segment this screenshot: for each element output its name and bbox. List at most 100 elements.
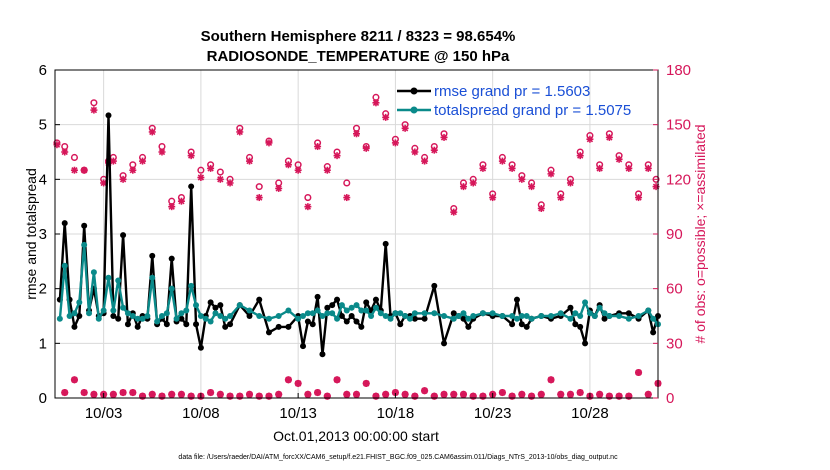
totalspread-point — [129, 313, 136, 319]
obs-assimilated-marker — [61, 148, 69, 156]
totalspread-point — [105, 274, 112, 281]
obs-assimilated-marker — [430, 146, 438, 154]
series-lines — [56, 112, 661, 358]
totalspread-point — [222, 315, 229, 322]
obs-assimilated-marker-low — [323, 392, 331, 400]
x-tick-label: 10/28 — [571, 405, 609, 422]
y-left-axis-ticks: 0 1 2 3 4 5 6 — [39, 62, 60, 407]
obs-assimilated-marker — [498, 157, 506, 165]
obs-assimilated-marker — [139, 157, 147, 165]
rmse-point — [124, 321, 131, 328]
totalspread-point — [406, 315, 413, 322]
totalspread-point — [460, 310, 467, 317]
obs-assimilated-marker — [537, 204, 545, 212]
rmse-point — [163, 321, 170, 328]
obs-assimilated-marker — [411, 148, 419, 156]
obs-assimilated-marker — [508, 164, 516, 172]
obs-assimilated-marker-low — [70, 376, 78, 384]
y-right-tick-label: 120 — [666, 171, 691, 188]
obs-assimilated-marker — [391, 139, 399, 147]
obs-assimilated-marker — [547, 170, 555, 178]
obs-assimilated-marker-low — [411, 392, 419, 400]
obs-assimilated-marker-low — [284, 376, 292, 384]
obs-assimilated-marker-low — [547, 376, 555, 384]
totalspread-point — [548, 313, 555, 319]
obs-assimilated-marker-low — [498, 389, 506, 397]
y-right-tick-label: 30 — [666, 335, 683, 352]
totalspread-point — [329, 310, 336, 317]
obs-assimilated-marker — [275, 184, 283, 192]
x-axis-label: Oct.01,2013 00:00:00 start — [273, 428, 439, 444]
obs-assimilated-marker-low — [177, 390, 185, 398]
totalspread-point — [499, 313, 506, 319]
obs-assimilated-marker — [343, 194, 351, 202]
rmse-point — [314, 293, 321, 300]
rmse-point — [217, 302, 224, 309]
rmse-point — [110, 313, 117, 319]
obs-assimilated-marker-low — [382, 390, 390, 398]
obs-assimilated-marker — [479, 164, 487, 172]
obs-assimilated-marker — [615, 155, 623, 163]
obs-assimilated-marker — [469, 179, 477, 187]
rmse-point — [577, 323, 584, 330]
rmse-point — [168, 255, 175, 262]
rmse-point — [149, 252, 156, 259]
totalspread-point — [353, 302, 360, 309]
rmse-point — [518, 321, 525, 328]
rmse-point — [61, 220, 68, 227]
obs-assimilated-marker-low — [187, 392, 195, 400]
totalspread-point — [304, 310, 311, 317]
totalspread-point — [124, 310, 131, 317]
rmse-point — [81, 222, 88, 229]
obs-assimilated-marker — [528, 183, 536, 191]
obs-assimilated-marker — [644, 164, 652, 172]
x-tick-label: 10/03 — [85, 405, 123, 422]
obs-assimilated-marker-low — [362, 379, 370, 387]
obs-assimilated-marker — [652, 183, 660, 191]
obs-assimilated-marker-low — [566, 390, 574, 398]
y-left-tick-label: 1 — [39, 335, 47, 352]
rmse-point — [329, 302, 336, 309]
totalspread-point — [606, 313, 613, 319]
rmse-point — [343, 318, 350, 325]
obs-assimilated-marker-low — [246, 390, 254, 398]
obs-assimilated-marker — [304, 203, 312, 211]
totalspread-point — [100, 307, 107, 314]
y-axis-label-left: rmse and totalspread — [23, 168, 39, 300]
obs-possible-marker — [90, 99, 98, 107]
totalspread-point — [81, 241, 88, 248]
obs-possible-marker — [168, 197, 176, 205]
obs-possible-marker — [275, 179, 283, 187]
totalspread-point — [61, 262, 68, 269]
obs-assimilated-marker — [421, 157, 429, 165]
totalspread-point — [197, 313, 204, 319]
obs-assimilated-marker — [148, 128, 156, 136]
totalspread-point — [227, 313, 234, 319]
totalspread-point — [523, 313, 530, 319]
obs-assimilated-marker-low — [343, 390, 351, 398]
x-axis-ticks: 10/03 10/08 10/13 10/18 10/23 10/28 — [85, 393, 609, 422]
obs-assimilated-marker-low — [226, 392, 234, 400]
totalspread-point — [66, 313, 73, 319]
obs-assimilated-marker — [53, 141, 61, 149]
obs-assimilated-marker-low — [615, 392, 623, 400]
totalspread-point — [295, 315, 302, 322]
obs-assimilated-marker — [401, 124, 409, 132]
totalspread-point — [314, 307, 321, 314]
totalspread-point — [625, 315, 632, 322]
obs-assimilated-marker — [109, 157, 117, 165]
totalspread-point — [392, 310, 399, 317]
legend: rmse grand pr = 1.5603 totalspread grand… — [397, 83, 631, 119]
obs-assimilated-marker-low — [148, 390, 156, 398]
rmse-point — [572, 321, 579, 328]
totalspread-point — [343, 307, 350, 314]
totalspread-point — [572, 310, 579, 317]
obs-assimilated-marker — [226, 179, 234, 187]
obs-possible-marker — [216, 168, 224, 176]
obs-assimilated-marker — [586, 135, 594, 143]
rmse-point — [650, 329, 657, 336]
totalspread-point — [591, 313, 598, 319]
y-left-tick-label: 6 — [39, 62, 47, 79]
obs-assimilated-marker-low — [596, 390, 604, 398]
